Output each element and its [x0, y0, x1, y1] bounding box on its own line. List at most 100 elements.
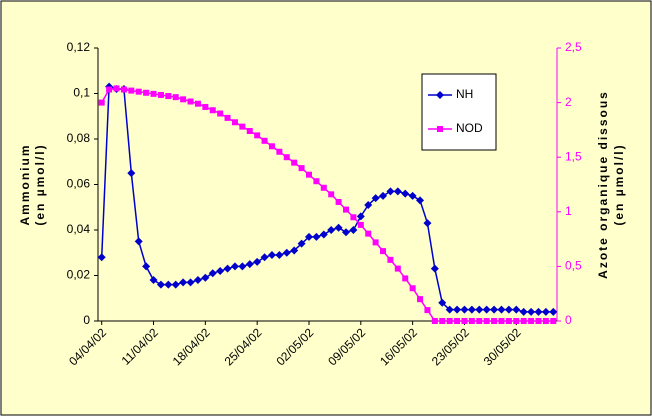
y-tick-label: 0,04: [67, 222, 91, 236]
point: [513, 318, 520, 324]
point: [201, 273, 210, 282]
point: [127, 169, 136, 178]
point: [460, 305, 469, 314]
point: [468, 318, 475, 324]
point: [408, 191, 417, 200]
point: [120, 86, 127, 93]
point: [327, 226, 336, 234]
point: [282, 248, 291, 257]
point: [343, 206, 350, 213]
point: [491, 318, 498, 324]
point: [193, 276, 202, 285]
point: [467, 305, 476, 314]
point: [165, 93, 172, 100]
point: [254, 132, 261, 139]
point: [238, 262, 247, 271]
legend-label: NH: [456, 87, 473, 101]
y2-axis-title: (en µmol/l): [612, 143, 626, 225]
point: [313, 178, 320, 185]
y2-axis-title: Azote organique dissous: [596, 90, 610, 279]
point: [541, 307, 550, 316]
point: [128, 87, 135, 94]
point: [364, 200, 373, 209]
point: [171, 280, 180, 289]
point: [542, 318, 549, 324]
point: [416, 196, 425, 205]
point: [230, 262, 239, 271]
point: [372, 239, 379, 246]
point: [436, 91, 444, 99]
point: [371, 194, 380, 203]
point: [365, 230, 372, 237]
point: [113, 85, 120, 92]
point: [497, 305, 506, 314]
point: [520, 318, 527, 324]
point: [328, 191, 335, 198]
point: [179, 278, 188, 287]
point: [143, 89, 150, 96]
point: [156, 280, 165, 289]
point: [380, 248, 387, 255]
point: [439, 318, 446, 324]
point: [142, 262, 151, 271]
point: [209, 107, 216, 114]
point: [356, 212, 365, 221]
point: [483, 318, 490, 324]
point: [253, 257, 262, 266]
point: [498, 318, 505, 324]
point: [246, 127, 253, 134]
point: [224, 114, 231, 121]
point: [260, 253, 269, 262]
point: [187, 98, 194, 105]
point: [335, 198, 342, 205]
point: [194, 100, 201, 107]
point: [106, 86, 113, 93]
point: [417, 296, 424, 303]
point: [208, 269, 217, 278]
point: [320, 184, 327, 191]
point: [186, 278, 195, 287]
point: [283, 154, 290, 161]
y-tick-label: 0,1: [73, 86, 90, 100]
point: [349, 226, 358, 234]
point: [482, 305, 491, 314]
point: [431, 318, 438, 324]
point: [275, 251, 284, 260]
point: [437, 126, 443, 132]
y-tick-label: 0: [83, 313, 90, 327]
point: [461, 318, 468, 324]
point: [424, 307, 431, 314]
point: [438, 298, 447, 307]
y2-tick-label: 1: [565, 204, 572, 218]
point: [430, 264, 439, 273]
point: [216, 266, 225, 275]
y-tick-label: 0,08: [67, 131, 91, 145]
point: [534, 307, 543, 316]
y-axis-title: Ammonium: [18, 144, 32, 226]
y-axis-title: (en µmol/l): [33, 143, 47, 225]
point: [475, 305, 484, 314]
point: [267, 251, 276, 260]
point: [550, 318, 557, 324]
point: [409, 285, 416, 292]
y-tick-label: 0,06: [67, 177, 91, 191]
legend-label: NOD: [456, 121, 483, 135]
point: [180, 96, 187, 103]
point: [239, 123, 246, 130]
point: [512, 305, 521, 314]
point: [401, 189, 410, 198]
point: [350, 214, 357, 221]
point: [402, 275, 409, 282]
point: [298, 165, 305, 172]
point: [319, 230, 328, 239]
point: [134, 237, 143, 246]
point: [172, 94, 179, 101]
point: [504, 305, 513, 314]
point: [505, 318, 512, 324]
point: [305, 171, 312, 178]
legend-box: [421, 73, 497, 151]
y2-tick-label: 0: [565, 313, 572, 327]
point: [291, 159, 298, 166]
point: [453, 305, 462, 314]
point: [386, 187, 395, 196]
